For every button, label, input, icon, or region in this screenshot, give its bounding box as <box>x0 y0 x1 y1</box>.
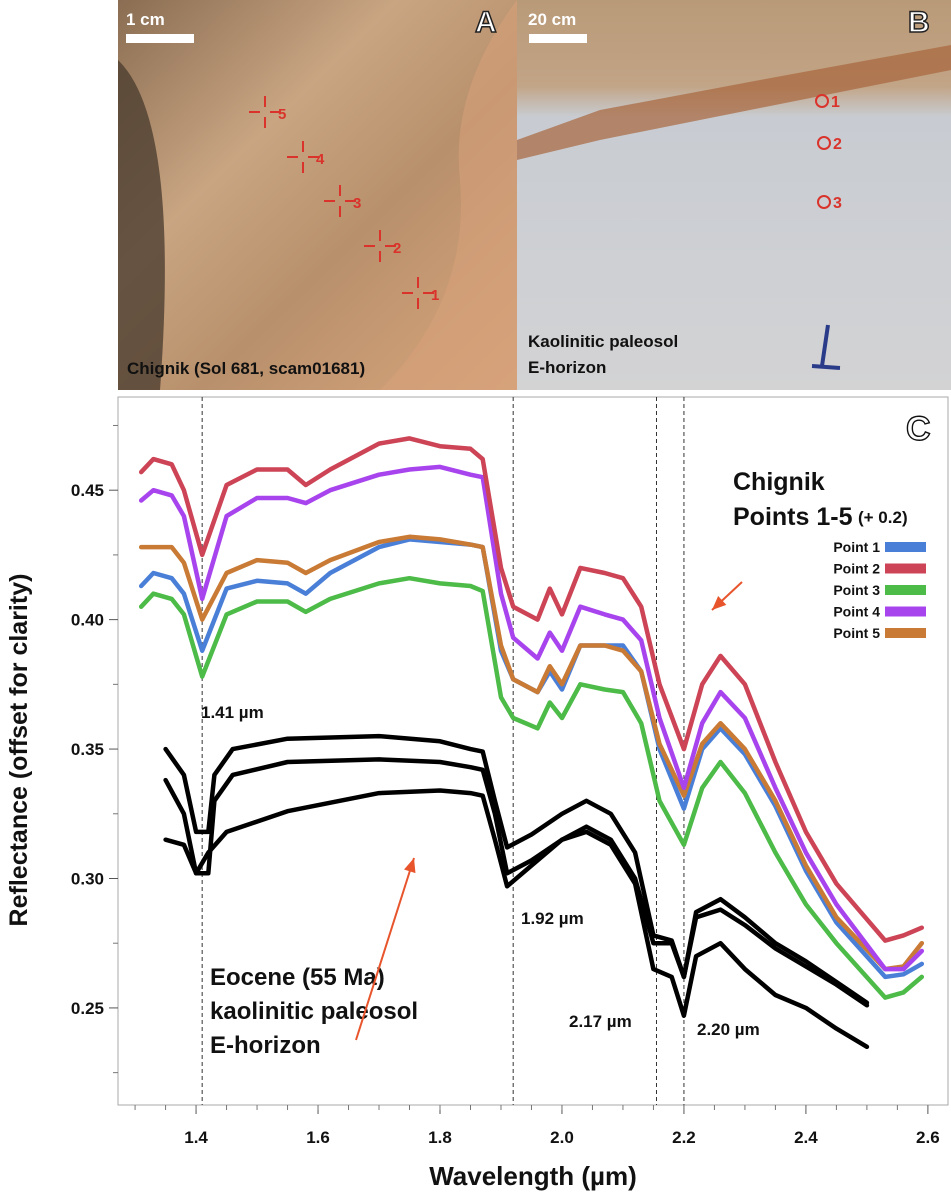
circle-marker-1: 1 <box>815 94 840 111</box>
y-tick-label: 0.40 <box>71 611 104 630</box>
panel-b-label: B <box>908 6 930 39</box>
panel-a-scale-label: 1 cm <box>126 10 165 29</box>
x-tick-label: 2.6 <box>916 1128 940 1147</box>
series-line-point-3 <box>138 575 925 1000</box>
rock-hammer-icon <box>811 324 841 370</box>
band-label-141: 1.41 µm <box>201 703 264 722</box>
legend: Point 1 Point 2 Point 3 Point 4 Point 5 <box>833 539 926 641</box>
panel-b-scale-label: 20 cm <box>528 10 576 29</box>
marker-label: 5 <box>278 106 286 123</box>
arrow-head-icon <box>404 858 416 874</box>
x-axis-label: Wavelength (µm) <box>429 1161 637 1191</box>
panel-b-layer <box>517 45 951 160</box>
chignik-points: Points 1-5 <box>733 503 853 531</box>
crosshair-marker-5: 5 <box>249 96 286 128</box>
x-tick-label: 2.0 <box>550 1128 574 1147</box>
panel-a-photo: 1 cm A Chignik (Sol 681, scam01681) 1 2 3 4… <box>118 0 517 390</box>
marker-label: 3 <box>353 195 361 212</box>
plot-frame <box>117 396 949 1106</box>
panel-c-label: C <box>906 410 931 448</box>
arrow-shaft <box>355 857 415 1041</box>
marker-label: 2 <box>393 240 401 257</box>
legend-swatch <box>885 606 926 617</box>
legend-label: Point 5 <box>833 625 880 641</box>
legend-item-2: Point 2 <box>833 561 926 577</box>
marker-label: 2 <box>833 136 842 153</box>
band-label-220: 2.20 µm <box>697 1020 760 1039</box>
y-tick-label: 0.45 <box>71 481 104 500</box>
series-line-eocene-paleosol-a <box>163 733 870 1005</box>
panel-a-rim <box>380 0 517 390</box>
arrow-head-icon <box>712 596 727 610</box>
crosshair-marker-4: 4 <box>287 141 325 173</box>
panel-b-caption-line1: Kaolinitic paleosol <box>528 332 678 351</box>
chignik-title: Chignik <box>733 468 825 496</box>
legend-label: Point 2 <box>833 561 880 577</box>
panel-a-scale-bar <box>126 34 194 43</box>
y-tick-label: 0.25 <box>71 999 104 1018</box>
axes: 1.4 1.6 1.8 2.0 2.2 2.4 2.6 0.25 0.30 0.35 0.40 0.4… <box>71 424 940 1147</box>
panel-b-markers: 1 2 3 <box>815 94 842 212</box>
legend-item-3: Point 3 <box>833 582 926 598</box>
legend-label: Point 4 <box>833 604 880 620</box>
circle-icon <box>817 136 831 150</box>
spectra <box>138 436 925 1050</box>
panel-b-caption-line2: E-horizon <box>528 358 606 377</box>
y-axis-label: Reflectance (offset for clarity) <box>5 574 33 927</box>
crosshair-marker-3: 3 <box>324 185 361 217</box>
x-tick-label: 1.6 <box>306 1128 330 1147</box>
legend-item-1: Point 1 <box>833 539 926 555</box>
crosshair-marker-1: 1 <box>402 277 439 309</box>
eocene-line1: Eocene (55 Ma) <box>210 964 385 991</box>
legend-label: Point 3 <box>833 582 880 598</box>
panel-b-scale-bar <box>529 34 587 43</box>
x-tick-label: 2.2 <box>672 1128 696 1147</box>
panel-a-label: A <box>475 6 497 39</box>
band-label-217: 2.17 µm <box>569 1012 632 1031</box>
chignik-offset: (+ 0.2) <box>858 508 908 527</box>
legend-swatch <box>885 628 926 638</box>
legend-swatch <box>885 563 926 574</box>
panel-a-caption: Chignik (Sol 681, scam01681) <box>127 359 365 378</box>
panel-c-chart: 1.4 1.6 1.8 2.0 2.2 2.4 2.6 0.25 0.30 0.35 0.40 0.4… <box>5 396 949 1191</box>
marker-label: 3 <box>833 195 842 212</box>
panel-a-shadow <box>118 60 165 390</box>
crosshair-marker-2: 2 <box>364 230 401 262</box>
x-tick-label: 1.4 <box>184 1128 208 1147</box>
annotation-arrows <box>355 581 743 1041</box>
band-label-192: 1.92 µm <box>521 909 584 928</box>
panel-b-photo: 20 cm B Kaolinitic paleosol E-horizon 1 2… <box>517 0 951 390</box>
panel-a-markers: 1 2 3 4 5 <box>249 96 439 309</box>
legend-label: Point 1 <box>833 539 880 555</box>
legend-swatch <box>885 585 926 595</box>
x-tick-label: 2.4 <box>794 1128 818 1147</box>
x-tick-label: 1.8 <box>428 1128 452 1147</box>
y-tick-label: 0.35 <box>71 740 104 759</box>
arrow-chignik <box>711 581 743 611</box>
marker-label: 1 <box>831 94 840 111</box>
series-line-point-5 <box>138 534 925 972</box>
series-line-point-2 <box>138 436 925 943</box>
y-tick-label: 0.30 <box>71 869 104 888</box>
legend-swatch <box>885 542 926 552</box>
circle-icon <box>817 195 831 209</box>
marker-label: 4 <box>316 151 325 168</box>
circle-marker-3: 3 <box>817 195 842 212</box>
eocene-line2: kaolinitic paleosol <box>210 998 418 1025</box>
eocene-line3: E-horizon <box>210 1032 321 1059</box>
legend-item-4: Point 4 <box>833 604 926 620</box>
arrow-eocene <box>355 857 416 1041</box>
series-line-point-4 <box>138 464 925 972</box>
circle-icon <box>815 94 829 108</box>
marker-label: 1 <box>431 287 439 304</box>
circle-marker-2: 2 <box>817 136 842 153</box>
series-line-eocene-paleosol-c <box>163 788 870 1050</box>
legend-item-5: Point 5 <box>833 625 926 641</box>
